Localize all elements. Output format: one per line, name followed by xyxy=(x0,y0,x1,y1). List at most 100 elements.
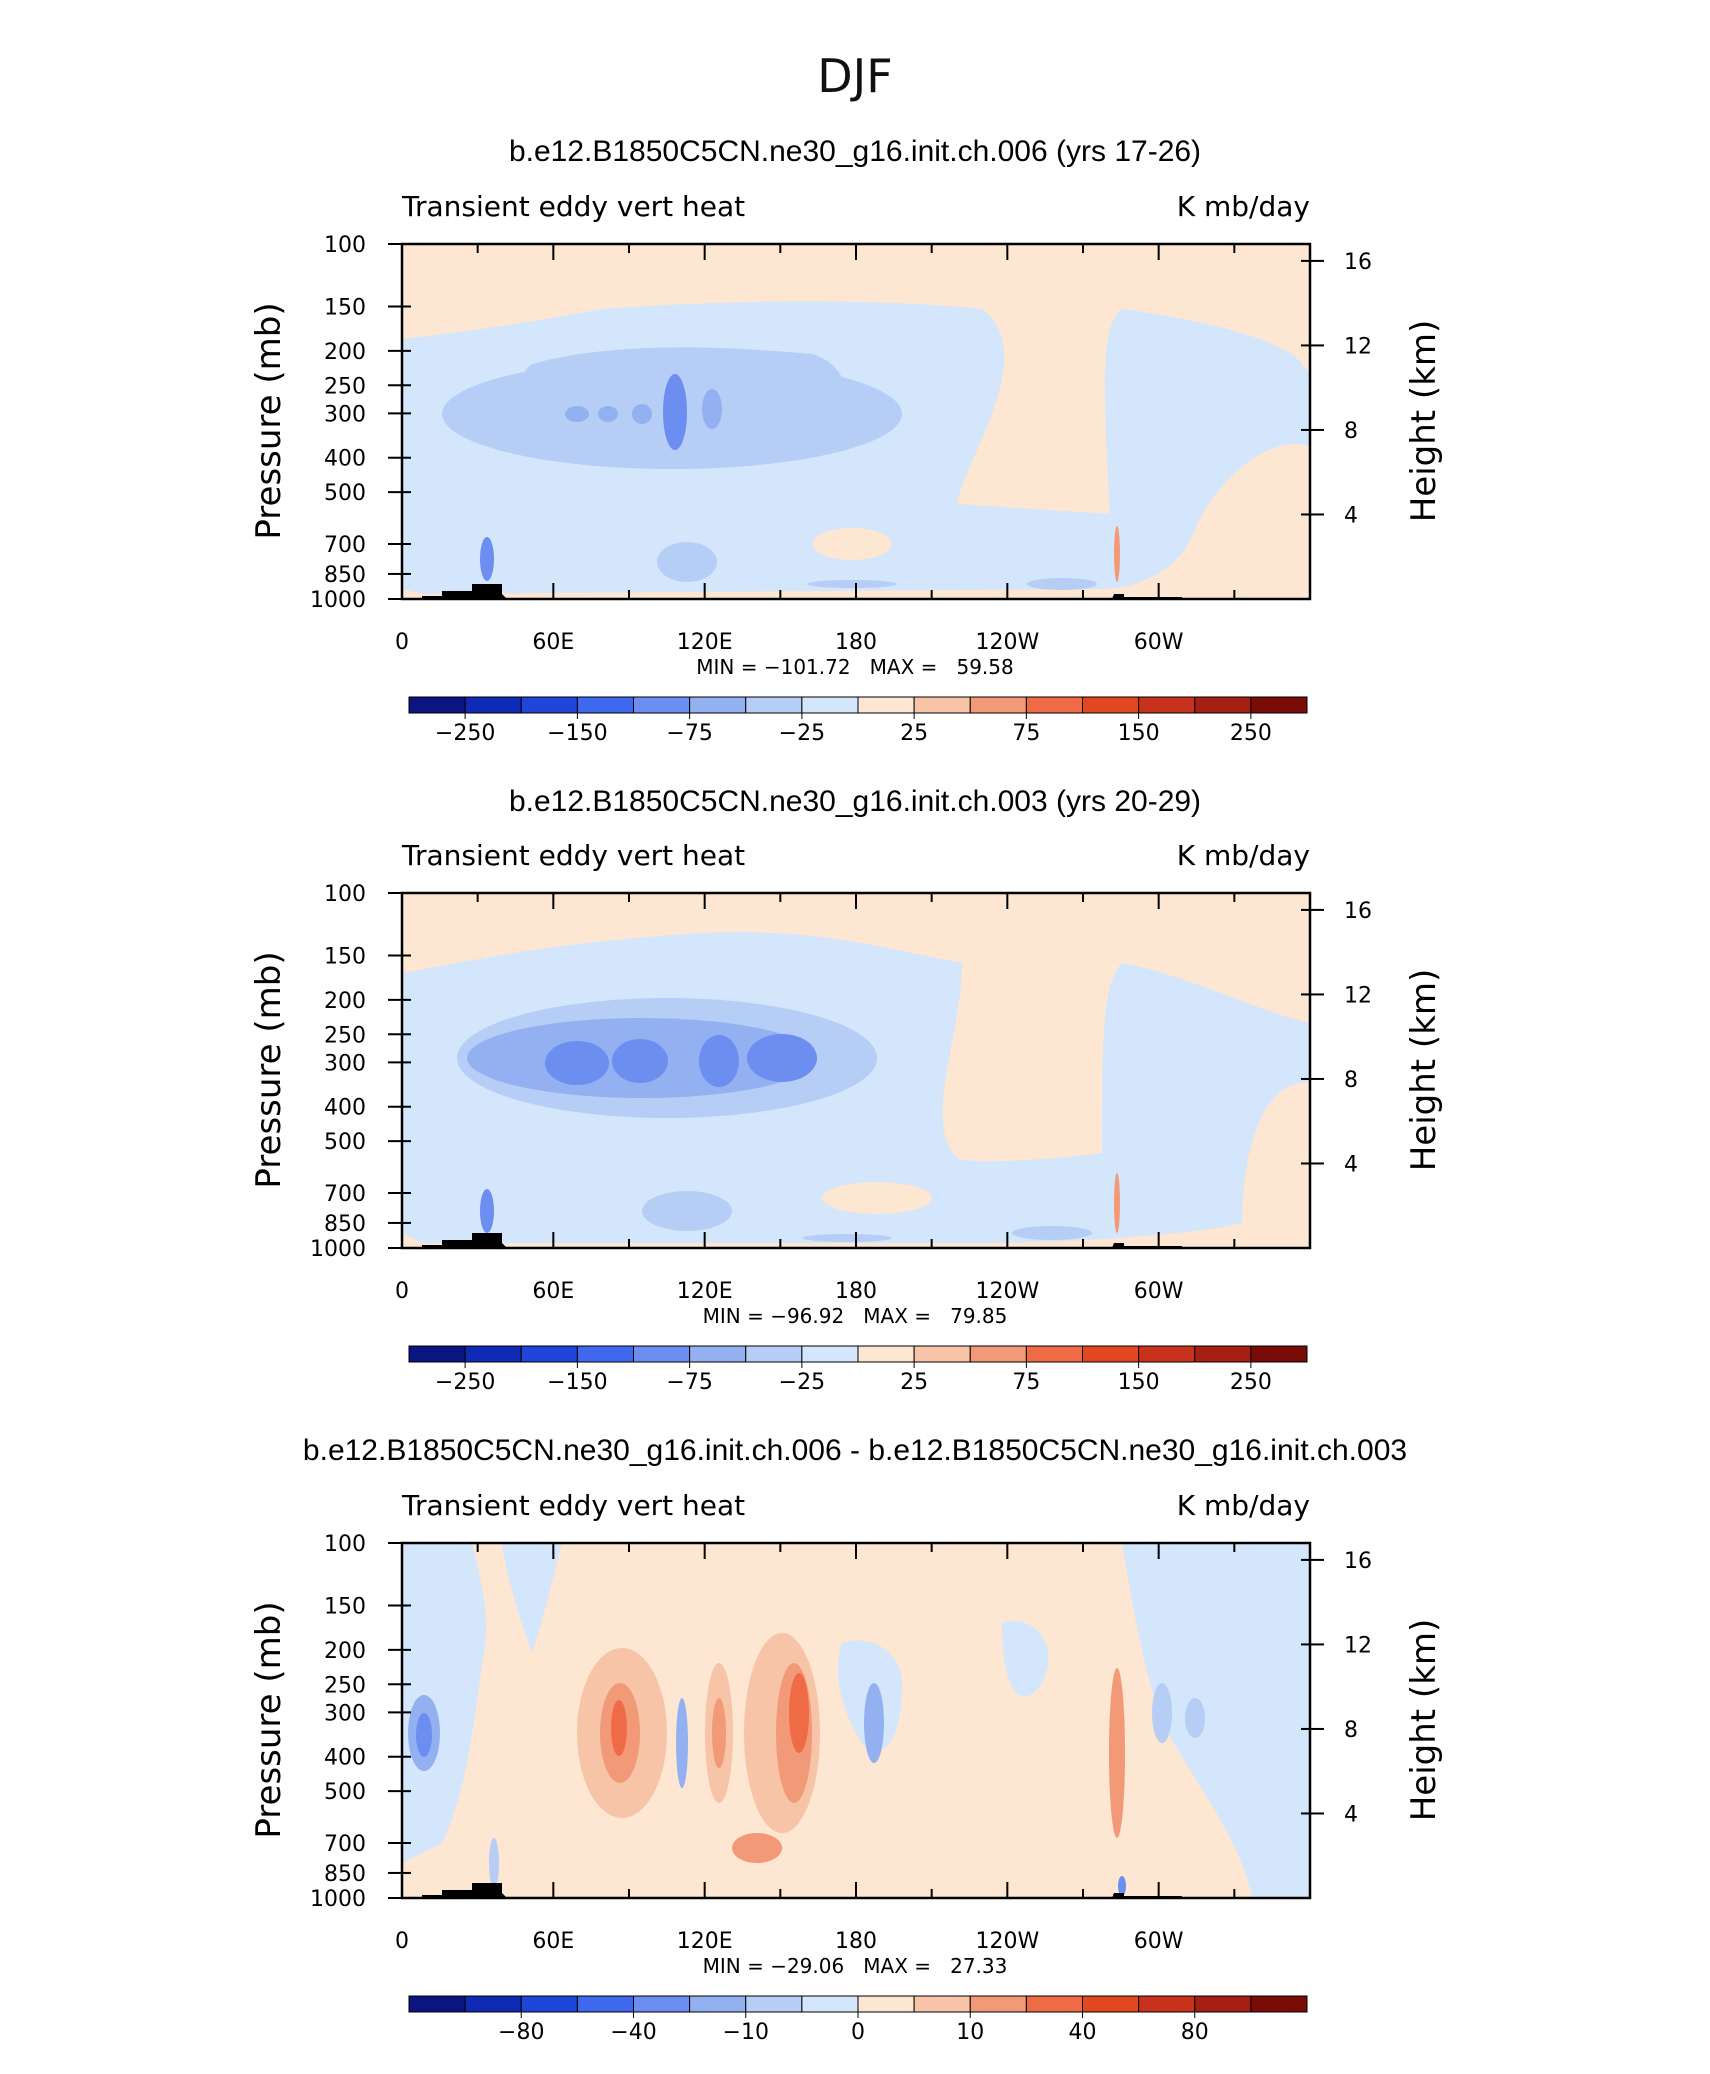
x-tick-label: 180 xyxy=(835,1929,877,1954)
contour-negative-lowlevel xyxy=(480,537,494,581)
colorbar-label: 75 xyxy=(1012,1370,1040,1395)
colorbar: −250 −150 −75 −25 25 75 150 250 xyxy=(408,696,1308,746)
colorbar-swatch xyxy=(1194,696,1252,714)
colorbar-label: −25 xyxy=(779,1370,825,1395)
y-tick-label: 700 xyxy=(324,533,366,558)
x-tick-label: 0 xyxy=(395,1929,409,1954)
y-tick-label: 300 xyxy=(324,1701,366,1726)
contour-positive-lowlevel xyxy=(812,528,892,560)
y-tick-label: 400 xyxy=(324,1096,366,1121)
panel-title: b.e12.B1850C5CN.ne30_g16.init.ch.003 (yr… xyxy=(509,785,1201,818)
contour-positive-lowlevel xyxy=(822,1182,932,1214)
contour-negative-75 xyxy=(747,1034,817,1082)
colorbar-swatch xyxy=(1250,1345,1308,1363)
y-axis-label-right: Height (km) xyxy=(1404,969,1444,1172)
colorbar-label: 150 xyxy=(1118,721,1160,746)
contour-negative-75 xyxy=(699,1035,739,1087)
y-tick-label: 200 xyxy=(324,989,366,1014)
y-tick-label: 850 xyxy=(324,563,366,588)
contour-negative-lowlevel xyxy=(1027,578,1097,590)
colorbar-label: 25 xyxy=(900,721,928,746)
negative-region xyxy=(1002,1621,1049,1697)
contour-negative-75 xyxy=(632,404,652,424)
y-right-tick-label: 8 xyxy=(1344,1718,1358,1743)
negative-region xyxy=(1122,1543,1310,1898)
y-tick-label: 300 xyxy=(324,1051,366,1076)
y-tick-label: 150 xyxy=(324,296,366,321)
contour-negative-75 xyxy=(663,374,687,450)
colorbar-swatch xyxy=(576,696,634,714)
contour-negative-10 xyxy=(1118,1876,1126,1896)
colorbar-label: −150 xyxy=(547,721,607,746)
field-label: Transient eddy vert heat xyxy=(401,190,745,223)
colorbar-swatch xyxy=(689,1345,747,1363)
y-tick-label: 250 xyxy=(324,374,366,399)
colorbar-swatch xyxy=(969,1345,1027,1363)
x-tick-label: 60W xyxy=(1134,1929,1184,1954)
min-max-stats: MIN = −29.06 MAX = 27.33 xyxy=(703,1954,1008,1978)
min-max-stats: MIN = −101.72 MAX = 59.58 xyxy=(696,655,1013,679)
colorbar-label: −150 xyxy=(547,1370,607,1395)
y-tick-label: 1000 xyxy=(310,1887,366,1912)
contour-negative-75 xyxy=(545,1041,609,1085)
colorbar-swatch xyxy=(576,1345,634,1363)
x-tick-label: 60W xyxy=(1134,1279,1184,1304)
y-right-tick-label: 16 xyxy=(1344,250,1372,275)
contour-positive-spike xyxy=(1114,526,1120,582)
contour-negative-lowlevel xyxy=(802,1234,892,1242)
panel-title: b.e12.B1850C5CN.ne30_g16.init.ch.006 (yr… xyxy=(509,135,1201,168)
y-tick-label: 150 xyxy=(324,945,366,970)
y-axis-label: Pressure (mb) xyxy=(249,1601,289,1838)
y-tick-label: 850 xyxy=(324,1212,366,1237)
colorbar-swatch xyxy=(1250,1995,1308,2013)
contour-negative-10 xyxy=(1185,1698,1205,1738)
contour-negative-75 xyxy=(612,1039,668,1083)
colorbar-swatch xyxy=(689,1995,747,2013)
colorbar-swatch xyxy=(745,1995,803,2013)
unit-label: K mb/day xyxy=(1177,839,1310,872)
colorbar-label: 250 xyxy=(1230,1370,1272,1395)
colorbar-swatch xyxy=(857,1995,915,2013)
negative-region xyxy=(502,1543,562,1653)
x-tick-label: 60E xyxy=(532,1929,574,1954)
contour-negative-10 xyxy=(676,1698,688,1788)
colorbar-swatch xyxy=(1194,1345,1252,1363)
y-axis-label: Pressure (mb) xyxy=(249,302,289,539)
contour-negative-20 xyxy=(416,1713,432,1757)
y-tick-label: 500 xyxy=(324,481,366,506)
x-tick-label: 120E xyxy=(677,1279,733,1304)
colorbar-label: 80 xyxy=(1181,2020,1209,2045)
colorbar-label: −10 xyxy=(723,2020,769,2045)
colorbar-label: −25 xyxy=(779,721,825,746)
colorbar-swatch xyxy=(1194,1995,1252,2013)
y-right-tick-label: 12 xyxy=(1344,1633,1372,1658)
min-max-stats: MIN = −96.92 MAX = 79.85 xyxy=(703,1304,1008,1328)
contour-negative-10 xyxy=(864,1683,884,1763)
y-tick-label: 200 xyxy=(324,340,366,365)
y-tick-label: 200 xyxy=(324,1639,366,1664)
colorbar-swatch xyxy=(801,1345,859,1363)
y-right-tick-label: 4 xyxy=(1344,503,1358,528)
colorbar-label: −75 xyxy=(666,721,712,746)
colorbar-swatch xyxy=(913,1345,971,1363)
colorbar-swatch xyxy=(913,696,971,714)
colorbar-swatch xyxy=(969,1995,1027,2013)
colorbar-swatch xyxy=(1025,1995,1083,2013)
panel-title: b.e12.B1850C5CN.ne30_g16.init.ch.006 - b… xyxy=(303,1434,1407,1467)
colorbar-swatch xyxy=(857,1345,915,1363)
colorbar-swatch xyxy=(464,696,522,714)
y-tick-label: 850 xyxy=(324,1862,366,1887)
x-tick-label: 60E xyxy=(532,630,574,655)
y-right-tick-label: 12 xyxy=(1344,334,1372,359)
colorbar-swatch xyxy=(408,1345,466,1363)
unit-label: K mb/day xyxy=(1177,190,1310,223)
colorbar-label: 0 xyxy=(851,2020,865,2045)
y-tick-label: 1000 xyxy=(310,1237,366,1262)
contour-positive-30 xyxy=(611,1700,627,1756)
x-tick-label: 120E xyxy=(677,630,733,655)
colorbar-swatch xyxy=(633,1345,691,1363)
